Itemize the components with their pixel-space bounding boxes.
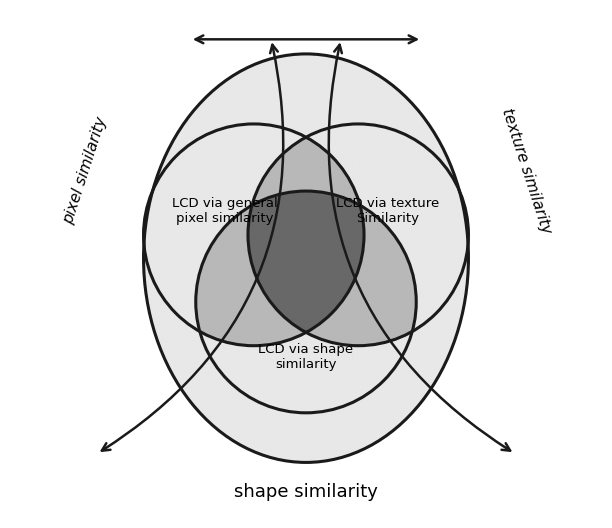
Text: pixel similarity: pixel similarity	[61, 115, 110, 226]
Text: shape similarity: shape similarity	[234, 483, 378, 501]
Text: LCD via general
pixel similarity: LCD via general pixel similarity	[172, 197, 278, 225]
FancyArrowPatch shape	[102, 45, 283, 451]
Text: texture similarity: texture similarity	[499, 106, 554, 235]
Text: LCD via texture
Similarity: LCD via texture Similarity	[335, 197, 439, 225]
FancyArrowPatch shape	[329, 45, 510, 451]
Text: LCD via shape
similarity: LCD via shape similarity	[258, 343, 354, 371]
